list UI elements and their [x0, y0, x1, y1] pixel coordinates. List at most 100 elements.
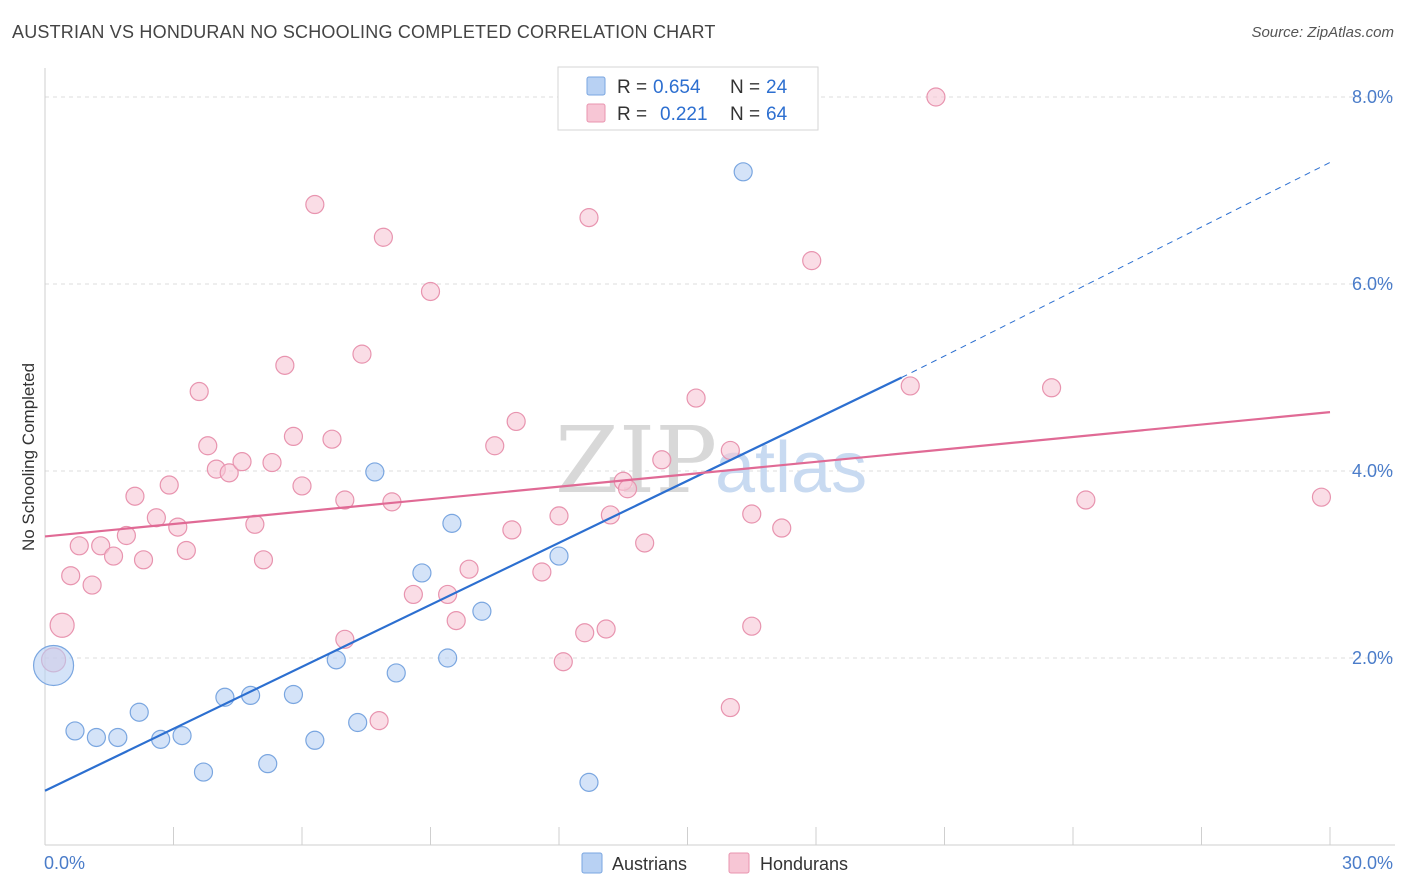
point-austrians-10: [258, 754, 278, 774]
point-hondurans-60: [926, 87, 946, 107]
trend-line-hondurans: [44, 411, 1331, 538]
point-austrians-17: [412, 563, 432, 583]
point-hondurans-7: [116, 525, 136, 546]
point-hondurans-56: [742, 616, 762, 636]
point-hondurans-17: [219, 463, 239, 483]
trend-lines: [44, 162, 1331, 792]
point-austrians-3: [108, 727, 128, 748]
point-hondurans-28: [335, 490, 355, 510]
point-austrians-20: [472, 601, 492, 621]
point-hondurans-21: [262, 452, 282, 473]
point-hondurans-54: [720, 697, 740, 718]
point-hondurans-51: [652, 450, 672, 470]
point-hondurans-18: [232, 452, 252, 472]
bottom-legend: Austrians Hondurans: [581, 852, 848, 874]
bottom-legend-swatch-hondurans: [728, 852, 750, 874]
point-hondurans-40: [506, 411, 526, 432]
point-austrians-6: [172, 726, 192, 746]
point-austrians-19: [442, 513, 462, 533]
point-austrians-1: [65, 721, 85, 741]
x-tick-label-0: 0.0%: [44, 853, 85, 873]
point-hondurans-44: [575, 623, 595, 643]
point-hondurans-57: [772, 518, 792, 538]
tick-labels: 2.0% 4.0% 6.0% 8.0% 0.0% 30.0%: [44, 87, 1393, 873]
legend-swatch-hondurans: [586, 103, 606, 123]
point-austrians-22: [579, 772, 599, 792]
point-hondurans-42: [549, 506, 569, 526]
legend-n-label-hondurans: N =: [730, 104, 760, 125]
legend-n-label-austrians: N =: [730, 77, 760, 98]
watermark: ZIP atlas: [555, 407, 867, 514]
point-hondurans-45: [579, 208, 599, 228]
point-austrians-16: [386, 663, 406, 683]
point-hondurans-4: [82, 575, 102, 595]
point-hondurans-37: [459, 559, 479, 579]
y-tick-label-2: 6.0%: [1352, 274, 1393, 294]
point-hondurans-38: [485, 436, 505, 456]
y-axis-label: No Schooling Completed: [19, 363, 38, 551]
point-hondurans-59: [900, 376, 920, 396]
watermark-zip: ZIP: [555, 407, 717, 514]
legend-r-value-austrians: 0.654: [653, 77, 701, 98]
series-austrians: [32, 162, 753, 792]
point-hondurans-3: [69, 536, 89, 556]
bottom-legend-swatch-austrians: [581, 852, 603, 874]
point-hondurans-9: [133, 550, 154, 570]
point-hondurans-6: [103, 546, 124, 566]
bottom-legend-label-austrians: Austrians: [612, 854, 687, 874]
point-hondurans-30: [369, 711, 389, 731]
legend: R = 0.654 N = 24 R = 0.221 N = 64: [557, 66, 819, 131]
point-hondurans-33: [403, 584, 423, 605]
legend-r-value-hondurans: 0.221: [660, 104, 708, 125]
point-hondurans-29: [352, 344, 372, 364]
point-hondurans-61: [1041, 378, 1062, 398]
point-hondurans-15: [198, 436, 218, 456]
trend-extension-austrians: [901, 162, 1331, 378]
point-hondurans-8: [125, 486, 145, 506]
point-hondurans-14: [189, 381, 209, 402]
point-hondurans-13: [176, 540, 196, 561]
y-tick-label-0: 2.0%: [1352, 648, 1393, 668]
point-hondurans-49: [617, 479, 638, 499]
point-hondurans-31: [373, 227, 393, 247]
point-hondurans-20: [253, 550, 274, 570]
point-hondurans-55: [742, 504, 762, 524]
grid: [45, 96, 1395, 659]
point-hondurans-23: [283, 426, 304, 447]
trend-line-austrians: [44, 376, 903, 792]
point-hondurans-36: [446, 610, 466, 631]
source-label: Source: ZipAtlas.com: [1251, 24, 1394, 41]
point-hondurans-25: [305, 194, 325, 215]
point-austrians-2: [86, 727, 107, 748]
point-hondurans-43: [553, 652, 573, 672]
series-hondurans: [40, 87, 1332, 731]
bottom-legend-label-hondurans: Hondurans: [760, 854, 848, 874]
point-austrians-0: [32, 644, 75, 687]
point-austrians-18: [438, 648, 458, 668]
x-tick-label-1: 30.0%: [1342, 853, 1393, 873]
point-hondurans-63: [1311, 487, 1332, 507]
point-austrians-4: [129, 702, 149, 722]
point-austrians-7: [193, 762, 214, 782]
y-tick-label-3: 8.0%: [1352, 87, 1393, 107]
legend-swatch-austrians: [586, 76, 606, 96]
point-hondurans-26: [322, 429, 342, 449]
point-austrians-15: [365, 462, 385, 482]
point-hondurans-34: [420, 281, 441, 302]
point-hondurans-22: [275, 355, 295, 375]
point-austrians-11: [283, 684, 304, 705]
point-hondurans-12: [168, 517, 188, 537]
point-austrians-12: [305, 730, 325, 750]
point-austrians-14: [348, 712, 368, 733]
legend-r-label-hondurans: R =: [617, 104, 647, 125]
chart-title: AUSTRIAN VS HONDURAN NO SCHOOLING COMPLE…: [12, 22, 716, 42]
point-hondurans-50: [635, 533, 655, 553]
point-hondurans-41: [532, 562, 552, 582]
point-hondurans-19: [245, 514, 265, 534]
point-hondurans-46: [596, 619, 616, 639]
y-tick-label-1: 4.0%: [1352, 461, 1393, 481]
point-hondurans-52: [686, 388, 706, 408]
legend-n-value-austrians: 24: [766, 77, 788, 98]
point-hondurans-62: [1076, 490, 1096, 510]
